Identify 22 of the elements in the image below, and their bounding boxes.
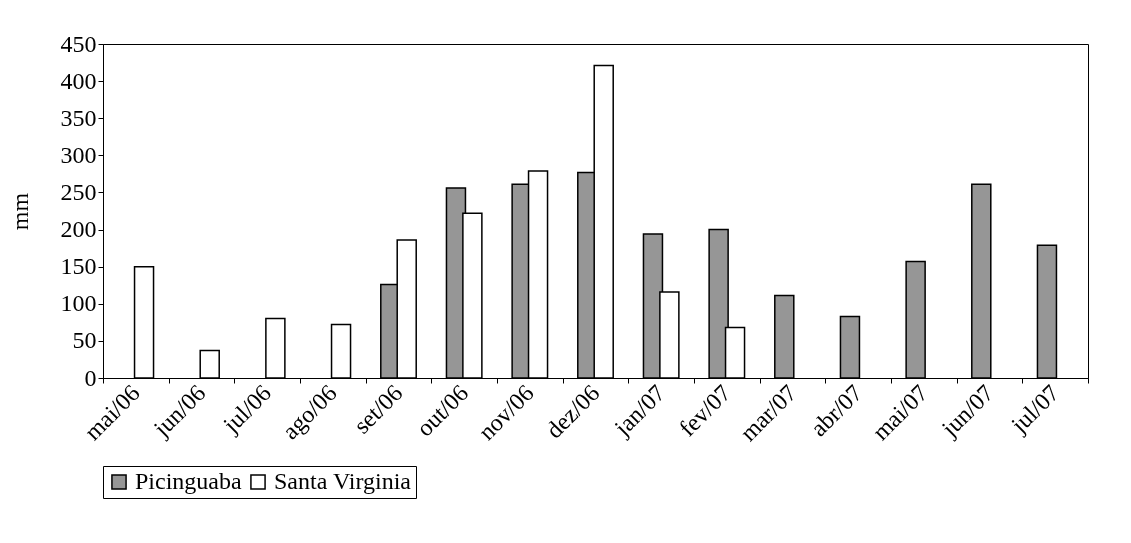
y-tick-label: 250: [60, 178, 97, 205]
y-axis-title: mm: [6, 192, 33, 231]
bar: [265, 317, 286, 379]
bar: [774, 294, 795, 379]
y-tick-label: 100: [60, 290, 97, 317]
bar: [839, 315, 861, 379]
y-tick-label: 50: [72, 327, 97, 354]
legend-label: Picinguaba: [135, 468, 242, 494]
y-tick-label: 300: [60, 141, 97, 168]
legend-label: Santa Virginia: [274, 468, 412, 494]
bar: [1036, 244, 1058, 379]
bar: [905, 260, 926, 379]
bar: [133, 265, 155, 379]
bar: [971, 183, 992, 379]
bar: [199, 349, 220, 379]
y-tick-label: 450: [60, 30, 97, 57]
y-tick-label: 400: [60, 67, 97, 94]
y-tick-label: 0: [84, 364, 97, 391]
bar: [330, 323, 352, 379]
y-tick-label: 200: [60, 216, 97, 243]
y-tick-label: 350: [60, 104, 97, 131]
y-tick-label: 150: [60, 253, 97, 280]
